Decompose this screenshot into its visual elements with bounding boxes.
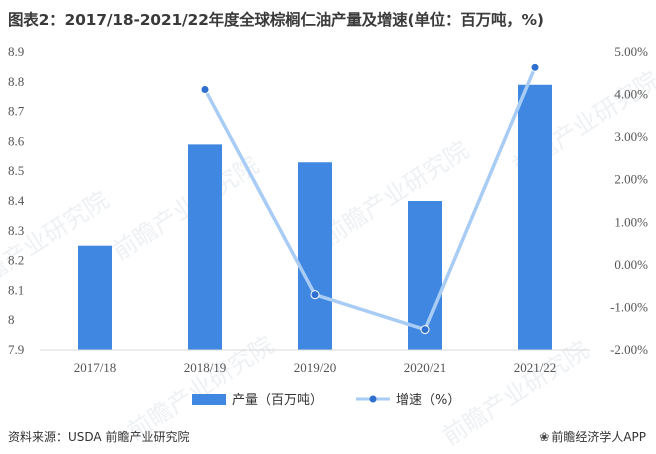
legend-bar-label: 产量（百万吨） <box>232 393 323 408</box>
right-tick-label: 5.00% <box>614 44 648 59</box>
x-tick-label: 2018/19 <box>184 360 227 375</box>
x-axis-ticks: 2017/18 2018/19 2019/20 2020/21 2021/22 <box>74 360 557 375</box>
left-tick-label: 8.9 <box>8 44 24 59</box>
left-tick-label: 8.2 <box>8 253 24 268</box>
growth-marker <box>201 85 209 93</box>
left-tick-label: 8 <box>8 312 15 327</box>
left-tick-label: 8.7 <box>8 104 25 119</box>
right-tick-label: -1.00% <box>610 299 648 314</box>
growth-marker <box>311 291 319 299</box>
bar <box>78 245 112 350</box>
right-tick-label: -2.00% <box>610 342 648 357</box>
left-tick-label: 8.8 <box>8 74 24 89</box>
bar <box>188 144 222 350</box>
growth-line <box>203 66 537 332</box>
brand-label: ❀ 前瞻经济学人APP <box>539 428 646 445</box>
chart-title: 图表2：2017/18-2021/22年度全球棕榈仁油产量及增速(单位：百万吨，… <box>8 11 544 29</box>
source-note: 资料来源：USDA 前瞻产业研究院 <box>8 430 190 444</box>
growth-marker <box>531 63 539 71</box>
right-tick-label: 2.00% <box>614 172 648 187</box>
watermark-1: 前瞻产业研究院 <box>318 136 474 251</box>
left-tick-label: 8.1 <box>8 282 24 297</box>
line-series <box>200 62 540 335</box>
x-tick-label: 2021/22 <box>514 360 557 375</box>
right-tick-label: 4.00% <box>614 87 648 102</box>
legend: 产量（百万吨） 增速（%） <box>192 393 460 408</box>
left-tick-label: 8.5 <box>8 163 24 178</box>
x-tick-label: 2019/20 <box>294 360 337 375</box>
legend-line-label: 增速（%） <box>396 393 460 408</box>
bar <box>298 162 332 350</box>
watermark-0: 前瞻产业研究院 <box>108 151 264 266</box>
brand-text: 前瞻经济学人APP <box>551 430 646 444</box>
legend-bar-swatch <box>192 394 226 405</box>
right-tick-label: 1.00% <box>614 214 648 229</box>
paw-icon: ❀ <box>539 430 550 444</box>
bar <box>518 84 552 350</box>
left-tick-label: 8.4 <box>8 193 25 208</box>
left-tick-label: 8.3 <box>8 223 24 238</box>
right-tick-label: 0.00% <box>614 257 648 272</box>
x-tick-label: 2017/18 <box>74 360 117 375</box>
growth-marker <box>421 326 429 334</box>
right-axis-ticks: -2.00% -1.00% 0.00% 1.00% 2.00% 3.00% 4.00% 5.0… <box>610 44 648 357</box>
left-tick-label: 8.6 <box>8 133 25 148</box>
x-tick-label: 2020/21 <box>404 360 447 375</box>
left-axis-ticks: 7.9 8 8.1 8.2 8.3 8.4 8.5 8.6 8.7 8.8 8.9 <box>8 44 25 357</box>
legend-line-marker <box>369 395 377 403</box>
right-tick-label: 3.00% <box>614 129 648 144</box>
left-tick-label: 7.9 <box>8 342 24 357</box>
